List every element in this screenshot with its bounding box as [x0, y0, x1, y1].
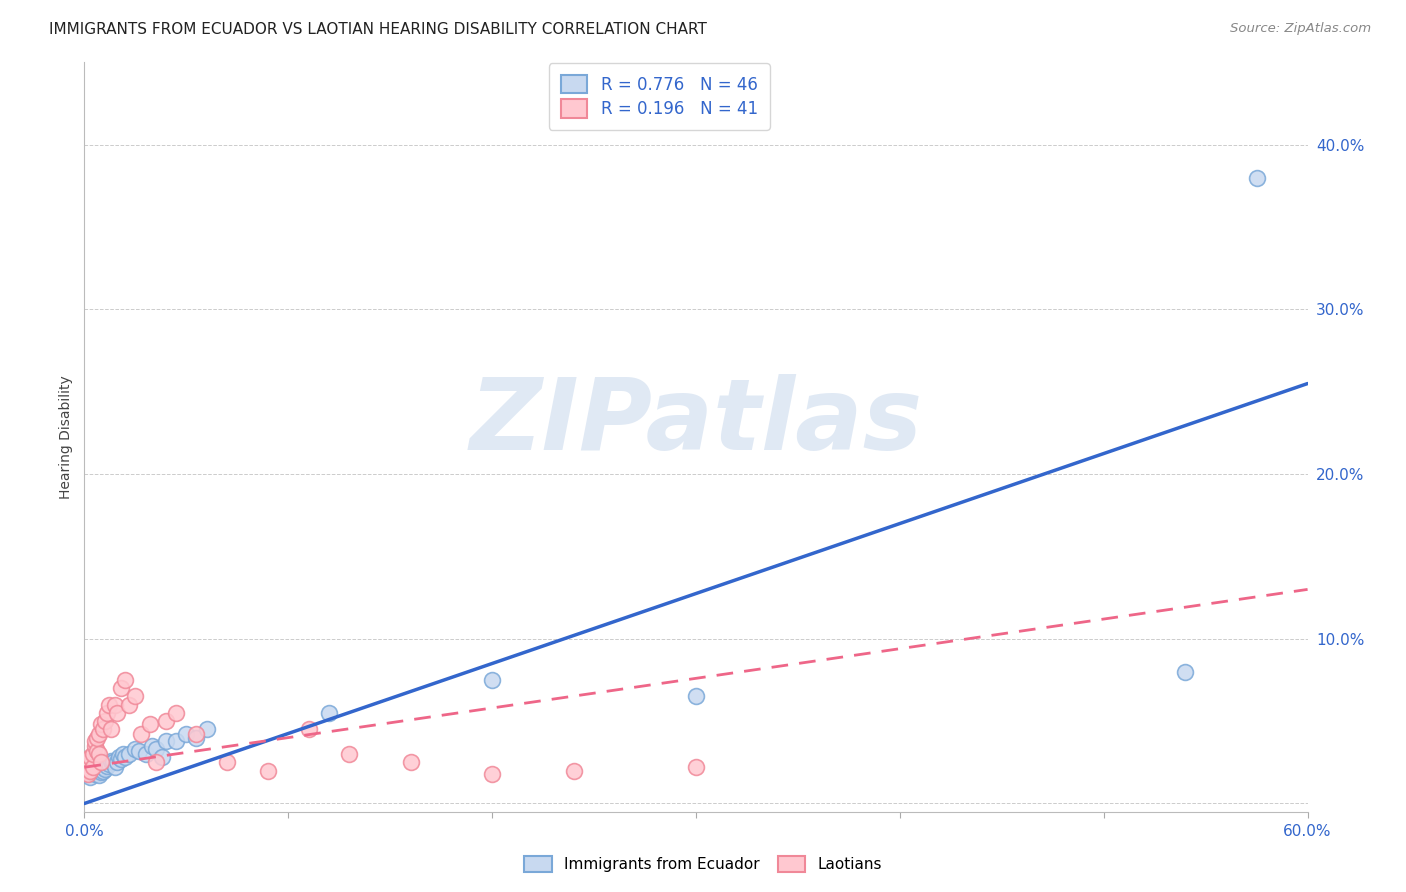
Point — [79, 764, 101, 778]
Point — [79, 770, 101, 784]
Text: ZIPatlas: ZIPatlas — [470, 374, 922, 471]
Text: IMMIGRANTS FROM ECUADOR VS LAOTIAN HEARING DISABILITY CORRELATION CHART: IMMIGRANTS FROM ECUADOR VS LAOTIAN HEARI… — [49, 22, 707, 37]
Point — [131, 727, 153, 741]
Point — [195, 723, 218, 737]
Point — [86, 731, 108, 745]
Point — [217, 756, 239, 770]
Point — [83, 739, 105, 753]
Point — [90, 765, 112, 780]
Point — [108, 750, 131, 764]
Point — [138, 717, 160, 731]
Point — [128, 744, 150, 758]
Point — [114, 673, 136, 687]
Point — [93, 714, 115, 728]
Legend: Immigrants from Ecuador, Laotians: Immigrants from Ecuador, Laotians — [516, 848, 890, 880]
Point — [86, 744, 108, 758]
Point — [339, 747, 361, 761]
Point — [75, 764, 97, 778]
Point — [186, 727, 208, 741]
Point — [75, 760, 97, 774]
Point — [1246, 170, 1268, 185]
Point — [685, 760, 707, 774]
Point — [82, 760, 104, 774]
Point — [77, 760, 100, 774]
Point — [145, 742, 167, 756]
Point — [77, 756, 100, 770]
Point — [86, 760, 108, 774]
Point — [399, 756, 422, 770]
Point — [257, 764, 280, 778]
Point — [91, 723, 114, 737]
Point — [79, 756, 101, 771]
Point — [83, 758, 105, 772]
Point — [562, 764, 585, 778]
Point — [685, 690, 707, 704]
Point — [82, 762, 104, 776]
Point — [155, 734, 177, 748]
Point — [101, 756, 124, 770]
Point — [118, 747, 141, 761]
Point — [110, 752, 132, 766]
Point — [118, 698, 141, 712]
Point — [93, 756, 115, 770]
Y-axis label: Hearing Disability: Hearing Disability — [59, 376, 73, 499]
Point — [90, 758, 112, 772]
Point — [298, 723, 321, 737]
Point — [96, 706, 118, 720]
Point — [77, 767, 100, 781]
Point — [124, 742, 146, 756]
Point — [174, 727, 197, 741]
Point — [141, 739, 163, 753]
Point — [90, 717, 112, 731]
Point — [87, 747, 110, 761]
Text: Source: ZipAtlas.com: Source: ZipAtlas.com — [1230, 22, 1371, 36]
Point — [90, 756, 112, 770]
Point — [97, 698, 120, 712]
Point — [150, 750, 173, 764]
Point — [79, 750, 101, 764]
Point — [87, 768, 110, 782]
Point — [87, 727, 110, 741]
Point — [105, 706, 128, 720]
Point — [83, 734, 105, 748]
Point — [112, 747, 135, 761]
Point — [82, 765, 104, 780]
Point — [165, 706, 187, 720]
Point — [104, 760, 127, 774]
Point — [165, 734, 187, 748]
Point — [82, 747, 104, 761]
Point — [86, 764, 108, 778]
Point — [481, 767, 503, 781]
Point — [91, 764, 114, 778]
Point — [135, 747, 157, 761]
Point — [1174, 665, 1197, 679]
Point — [114, 750, 136, 764]
Point — [155, 714, 177, 728]
Point — [145, 756, 167, 770]
Point — [110, 681, 132, 696]
Point — [105, 756, 128, 770]
Point — [186, 731, 208, 745]
Point — [104, 698, 127, 712]
Point — [318, 706, 340, 720]
Point — [93, 762, 115, 776]
Point — [96, 758, 118, 772]
Point — [77, 767, 100, 781]
Point — [83, 767, 105, 781]
Point — [124, 690, 146, 704]
Point — [97, 756, 120, 771]
Point — [100, 754, 122, 768]
Point — [75, 764, 97, 778]
Point — [100, 723, 122, 737]
Point — [87, 762, 110, 776]
Point — [481, 673, 503, 687]
Point — [91, 760, 114, 774]
Legend: R = 0.776   N = 46, R = 0.196   N = 41: R = 0.776 N = 46, R = 0.196 N = 41 — [550, 63, 769, 129]
